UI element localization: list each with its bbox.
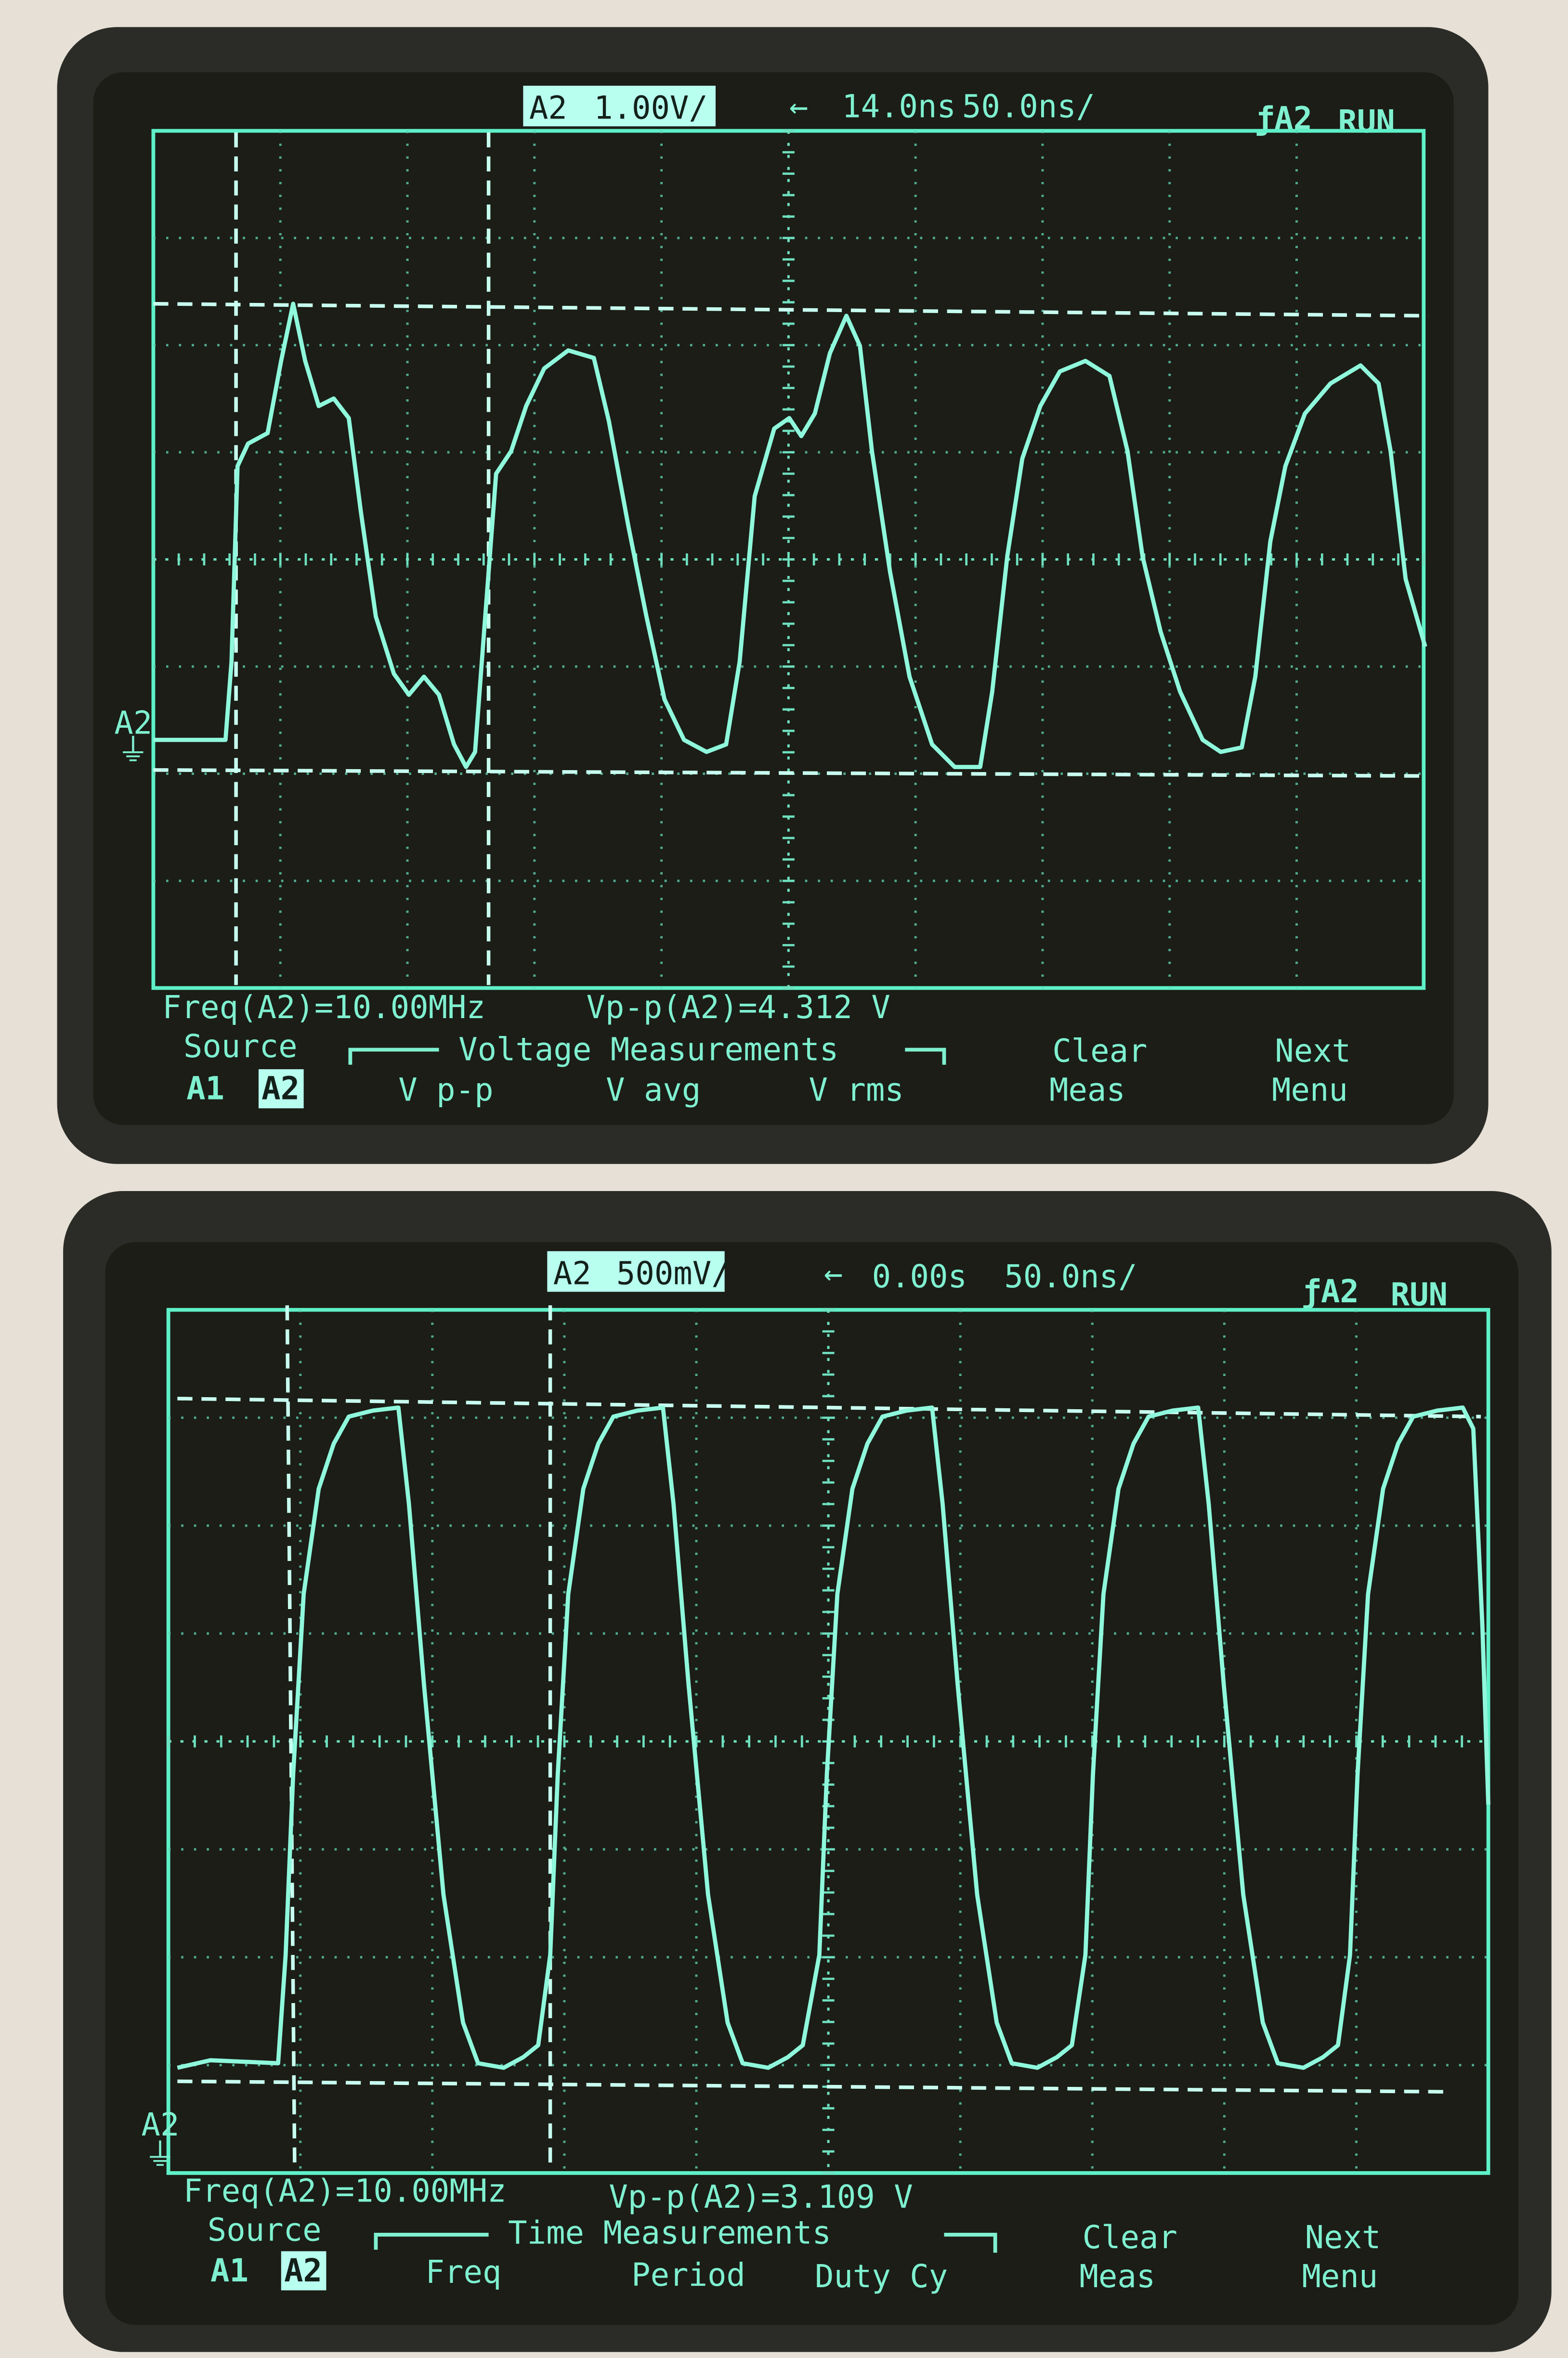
freq-readout: Freq(A2)=10.00MHz: [183, 2173, 507, 2209]
group-label: Voltage Measurements: [458, 1031, 838, 1068]
time-per-div: 50.0ns/: [1004, 1258, 1137, 1295]
vpp-readout: Vp-p(A2)=4.312 V: [586, 989, 890, 1026]
volts-per-div: 1.00V/: [594, 90, 708, 127]
meas-label: Meas: [1049, 1072, 1125, 1109]
bottom-status-bar: A2 500mV/ ← 0.00s 50.0ns/ ƒA2 RUN: [547, 1251, 1448, 1313]
source-label: Source: [208, 2212, 322, 2248]
ground-marker: A2: [141, 2107, 179, 2143]
channel-label: A2: [529, 90, 567, 127]
bottom-screen: [105, 1242, 1518, 2325]
bottom-measurements: Freq(A2)=10.00MHz Vp-p(A2)=3.109 V: [183, 2173, 913, 2215]
delay-value: 14.0ns: [842, 89, 956, 125]
softkey-freq[interactable]: Freq: [425, 2254, 501, 2291]
ground-icon: ⏚: [144, 2136, 176, 2173]
top-measurements: Freq(A2)=10.00MHz Vp-p(A2)=4.312 V: [162, 989, 890, 1026]
bottom-graticule: [166, 1308, 1490, 2175]
next-label: Next: [1305, 2219, 1381, 2256]
freq-readout: Freq(A2)=10.00MHz: [162, 989, 485, 1026]
voltage-cursor-top[interactable]: [153, 301, 1428, 318]
softkey-period[interactable]: Period: [631, 2257, 745, 2293]
clear-label: Clear: [1052, 1033, 1147, 1069]
softkey-next-menu[interactable]: Next Menu: [1272, 1033, 1351, 1108]
bottom-softkeys: Source A1 A2 Time Measurements Freq Peri…: [208, 2212, 1381, 2295]
source-a2-highlight: [258, 1069, 304, 1109]
top-status-bar: A2 1.00V/ ← 14.0ns 50.0ns/ ƒA2 RUN: [523, 85, 1395, 140]
group-label: Time Measurements: [508, 2215, 831, 2252]
source-label: Source: [183, 1028, 298, 1065]
softkey-duty-cycle[interactable]: Duty Cy: [815, 2258, 948, 2295]
group-bracket: [348, 1048, 946, 1065]
softkey-source[interactable]: Source A1 A2: [183, 1028, 304, 1109]
vpp-readout: Vp-p(A2)=3.109 V: [609, 2179, 913, 2215]
softkey-clear-meas[interactable]: Clear Meas: [1049, 1033, 1148, 1108]
source-a1[interactable]: A1: [186, 1071, 224, 1107]
source-a2-highlight: [281, 2251, 327, 2291]
clear-label: Clear: [1083, 2219, 1177, 2256]
volts-per-div: 500mV/: [616, 1256, 731, 1292]
time-per-div: 50.0ns/: [962, 89, 1095, 125]
top-scope: A2 1.00V/ ← 14.0ns 50.0ns/ ƒA2 RUN A2 ⏚ …: [57, 27, 1489, 1164]
next-label: Next: [1275, 1033, 1351, 1069]
softkey-source[interactable]: Source A1 A2: [208, 2212, 327, 2291]
source-a1[interactable]: A1: [210, 2253, 248, 2289]
delay-arrow-icon: ←: [824, 1256, 843, 1292]
meas-label: Meas: [1079, 2258, 1155, 2295]
delay-value: 0.00s: [872, 1258, 967, 1295]
menu-label: Menu: [1302, 2258, 1378, 2295]
top-screen: [93, 72, 1454, 1125]
channel-scale-badge[interactable]: [547, 1251, 725, 1292]
top-cursors: [153, 132, 1428, 985]
softkey-clear-meas[interactable]: Clear Meas: [1079, 2219, 1177, 2295]
run-state[interactable]: RUN: [1391, 1276, 1448, 1313]
trigger-source: ƒA2: [1302, 1273, 1359, 1310]
menu-label: Menu: [1272, 1072, 1348, 1109]
softkey-vrms[interactable]: V rms: [809, 1072, 904, 1109]
waveform-trace-a2: [177, 1405, 1490, 2070]
waveform-trace-a2: [153, 301, 1427, 769]
bottom-scope: A2 500mV/ ← 0.00s 50.0ns/ ƒA2 RUN A2 ⏚ F…: [63, 1191, 1552, 2352]
source-a2[interactable]: A2: [284, 2253, 322, 2289]
bottom-cursors: [177, 1305, 1481, 2166]
top-graticule: [151, 129, 1426, 990]
softkey-next-menu[interactable]: Next Menu: [1302, 2219, 1381, 2295]
delay-arrow-icon: ←: [789, 89, 808, 125]
channel-scale-badge[interactable]: [523, 85, 716, 127]
top-softkeys: Source A1 A2 Voltage Measurements V p-p …: [183, 1028, 1351, 1109]
channel-label: A2: [553, 1256, 591, 1292]
voltage-cursor-bottom[interactable]: [153, 768, 1421, 778]
run-state[interactable]: RUN: [1338, 104, 1395, 140]
ground-marker: A2: [114, 705, 152, 742]
group-bracket: [374, 2233, 997, 2253]
voltage-cursor-bottom[interactable]: [177, 2079, 1451, 2094]
softkey-vavg[interactable]: V avg: [606, 1072, 701, 1109]
softkey-vpp[interactable]: V p-p: [398, 1072, 493, 1109]
ground-icon: ⏚: [117, 732, 149, 769]
source-a2[interactable]: A2: [261, 1071, 300, 1107]
voltage-cursor-top[interactable]: [177, 1397, 1481, 1419]
